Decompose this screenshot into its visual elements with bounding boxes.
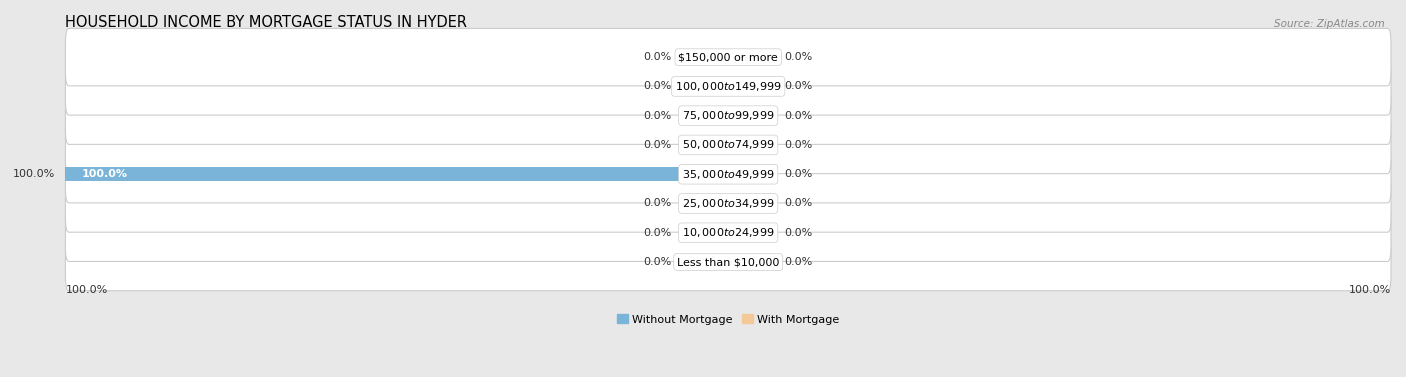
Text: 100.0%: 100.0% <box>66 285 108 295</box>
FancyBboxPatch shape <box>66 116 1391 174</box>
Bar <box>728 255 775 269</box>
Text: 100.0%: 100.0% <box>1348 285 1391 295</box>
Text: 0.0%: 0.0% <box>785 199 813 208</box>
Text: $25,000 to $34,999: $25,000 to $34,999 <box>682 197 775 210</box>
FancyBboxPatch shape <box>66 87 1391 144</box>
Legend: Without Mortgage, With Mortgage: Without Mortgage, With Mortgage <box>613 310 844 329</box>
Bar <box>682 197 728 210</box>
Bar <box>682 138 728 152</box>
Text: 0.0%: 0.0% <box>644 111 672 121</box>
Text: HOUSEHOLD INCOME BY MORTGAGE STATUS IN HYDER: HOUSEHOLD INCOME BY MORTGAGE STATUS IN H… <box>66 15 467 30</box>
FancyBboxPatch shape <box>66 28 1391 86</box>
Text: 0.0%: 0.0% <box>785 81 813 91</box>
Bar <box>728 167 775 181</box>
Text: $50,000 to $74,999: $50,000 to $74,999 <box>682 138 775 152</box>
Bar <box>728 109 775 123</box>
Text: $75,000 to $99,999: $75,000 to $99,999 <box>682 109 775 122</box>
FancyBboxPatch shape <box>66 58 1391 115</box>
Bar <box>682 51 728 64</box>
Text: 0.0%: 0.0% <box>644 228 672 238</box>
Text: $10,000 to $24,999: $10,000 to $24,999 <box>682 226 775 239</box>
Bar <box>728 226 775 239</box>
Bar <box>682 226 728 239</box>
Bar <box>728 138 775 152</box>
Bar <box>728 51 775 64</box>
Text: $35,000 to $49,999: $35,000 to $49,999 <box>682 168 775 181</box>
Text: 0.0%: 0.0% <box>785 140 813 150</box>
FancyBboxPatch shape <box>66 204 1391 262</box>
Bar <box>66 167 728 181</box>
Bar <box>682 255 728 269</box>
Text: 0.0%: 0.0% <box>644 199 672 208</box>
FancyBboxPatch shape <box>66 175 1391 232</box>
Bar <box>728 197 775 210</box>
Text: 100.0%: 100.0% <box>82 169 128 179</box>
Text: 0.0%: 0.0% <box>644 52 672 62</box>
FancyBboxPatch shape <box>66 146 1391 203</box>
Text: 0.0%: 0.0% <box>785 52 813 62</box>
Bar <box>682 80 728 93</box>
Text: $150,000 or more: $150,000 or more <box>678 52 778 62</box>
Text: 0.0%: 0.0% <box>785 257 813 267</box>
Text: 0.0%: 0.0% <box>644 140 672 150</box>
FancyBboxPatch shape <box>66 233 1391 291</box>
Text: Less than $10,000: Less than $10,000 <box>678 257 779 267</box>
Text: 0.0%: 0.0% <box>785 228 813 238</box>
Text: Source: ZipAtlas.com: Source: ZipAtlas.com <box>1274 19 1385 29</box>
Bar <box>728 80 775 93</box>
Text: 0.0%: 0.0% <box>785 169 813 179</box>
Text: 0.0%: 0.0% <box>644 257 672 267</box>
Text: 100.0%: 100.0% <box>13 169 55 179</box>
Text: $100,000 to $149,999: $100,000 to $149,999 <box>675 80 782 93</box>
Text: 0.0%: 0.0% <box>644 81 672 91</box>
Bar <box>682 109 728 123</box>
Text: 0.0%: 0.0% <box>785 111 813 121</box>
